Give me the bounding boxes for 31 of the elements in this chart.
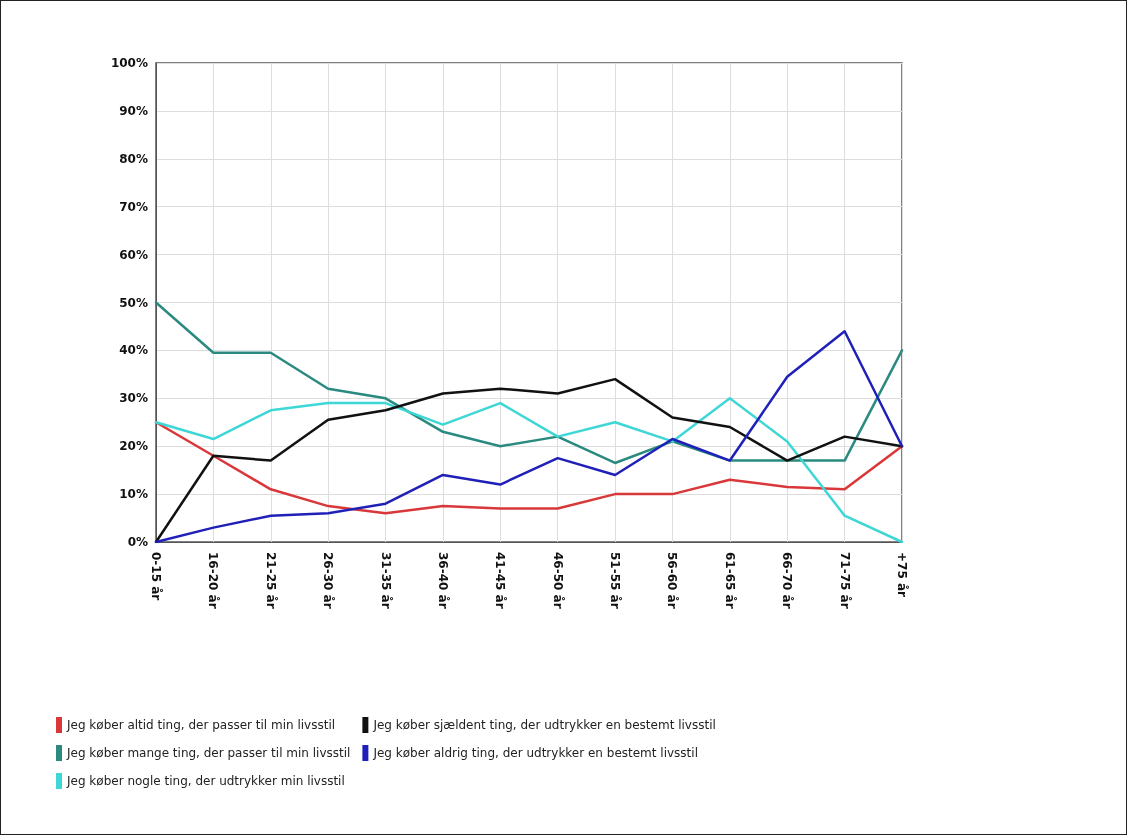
x-tick-label: 31-35 år	[378, 552, 393, 609]
x-tick-label: 61-65 år	[722, 552, 737, 609]
y-tick-label: 70%	[119, 199, 148, 214]
x-tick-label: 56-60 år	[665, 552, 680, 609]
x-tick-label: 46-50 år	[550, 552, 565, 609]
legend-label: Jeg køber mange ting, der passer til min livsstil	[66, 746, 351, 760]
x-tick-label: 26-30 år	[321, 552, 336, 609]
y-tick-label: 90%	[119, 103, 148, 118]
y-tick-label: 60%	[119, 247, 148, 262]
y-tick-label: 50%	[119, 295, 148, 310]
y-tick-label: 10%	[119, 487, 148, 502]
y-tick-label: 100%	[110, 56, 148, 70]
x-tick-label: 21-25 år	[263, 552, 278, 609]
x-tick-label: 66-70 år	[780, 552, 795, 609]
y-tick-label: 0%	[127, 535, 148, 549]
x-tick-label: 41-45 år	[493, 552, 508, 609]
y-tick-label: 40%	[119, 343, 148, 358]
legend-label: Jeg køber sjældent ting, der udtrykker en bestemt livsstil	[372, 718, 716, 732]
x-tick-label: +75 år	[895, 552, 909, 598]
legend-label: Jeg køber nogle ting, der udtrykker min livsstil	[66, 774, 345, 788]
line-series	[154, 421, 904, 515]
legend-label: Jeg køber aldrig ting, der udtrykker en bestemt livsstil	[372, 746, 698, 760]
legend-label: Jeg køber altid ting, der passer til min livsstil	[66, 718, 336, 732]
x-tick-label: 36-40 år	[435, 552, 450, 609]
y-tick-label: 20%	[119, 439, 148, 454]
x-tick-label: 71-75 år	[837, 552, 852, 609]
x-tick-label: 0-15 år	[149, 552, 163, 601]
y-tick-label: 30%	[119, 391, 148, 406]
x-tick-label: 51-55 år	[608, 552, 623, 609]
y-tick-label: 80%	[119, 151, 148, 166]
x-tick-label: 16-20 år	[206, 552, 221, 609]
